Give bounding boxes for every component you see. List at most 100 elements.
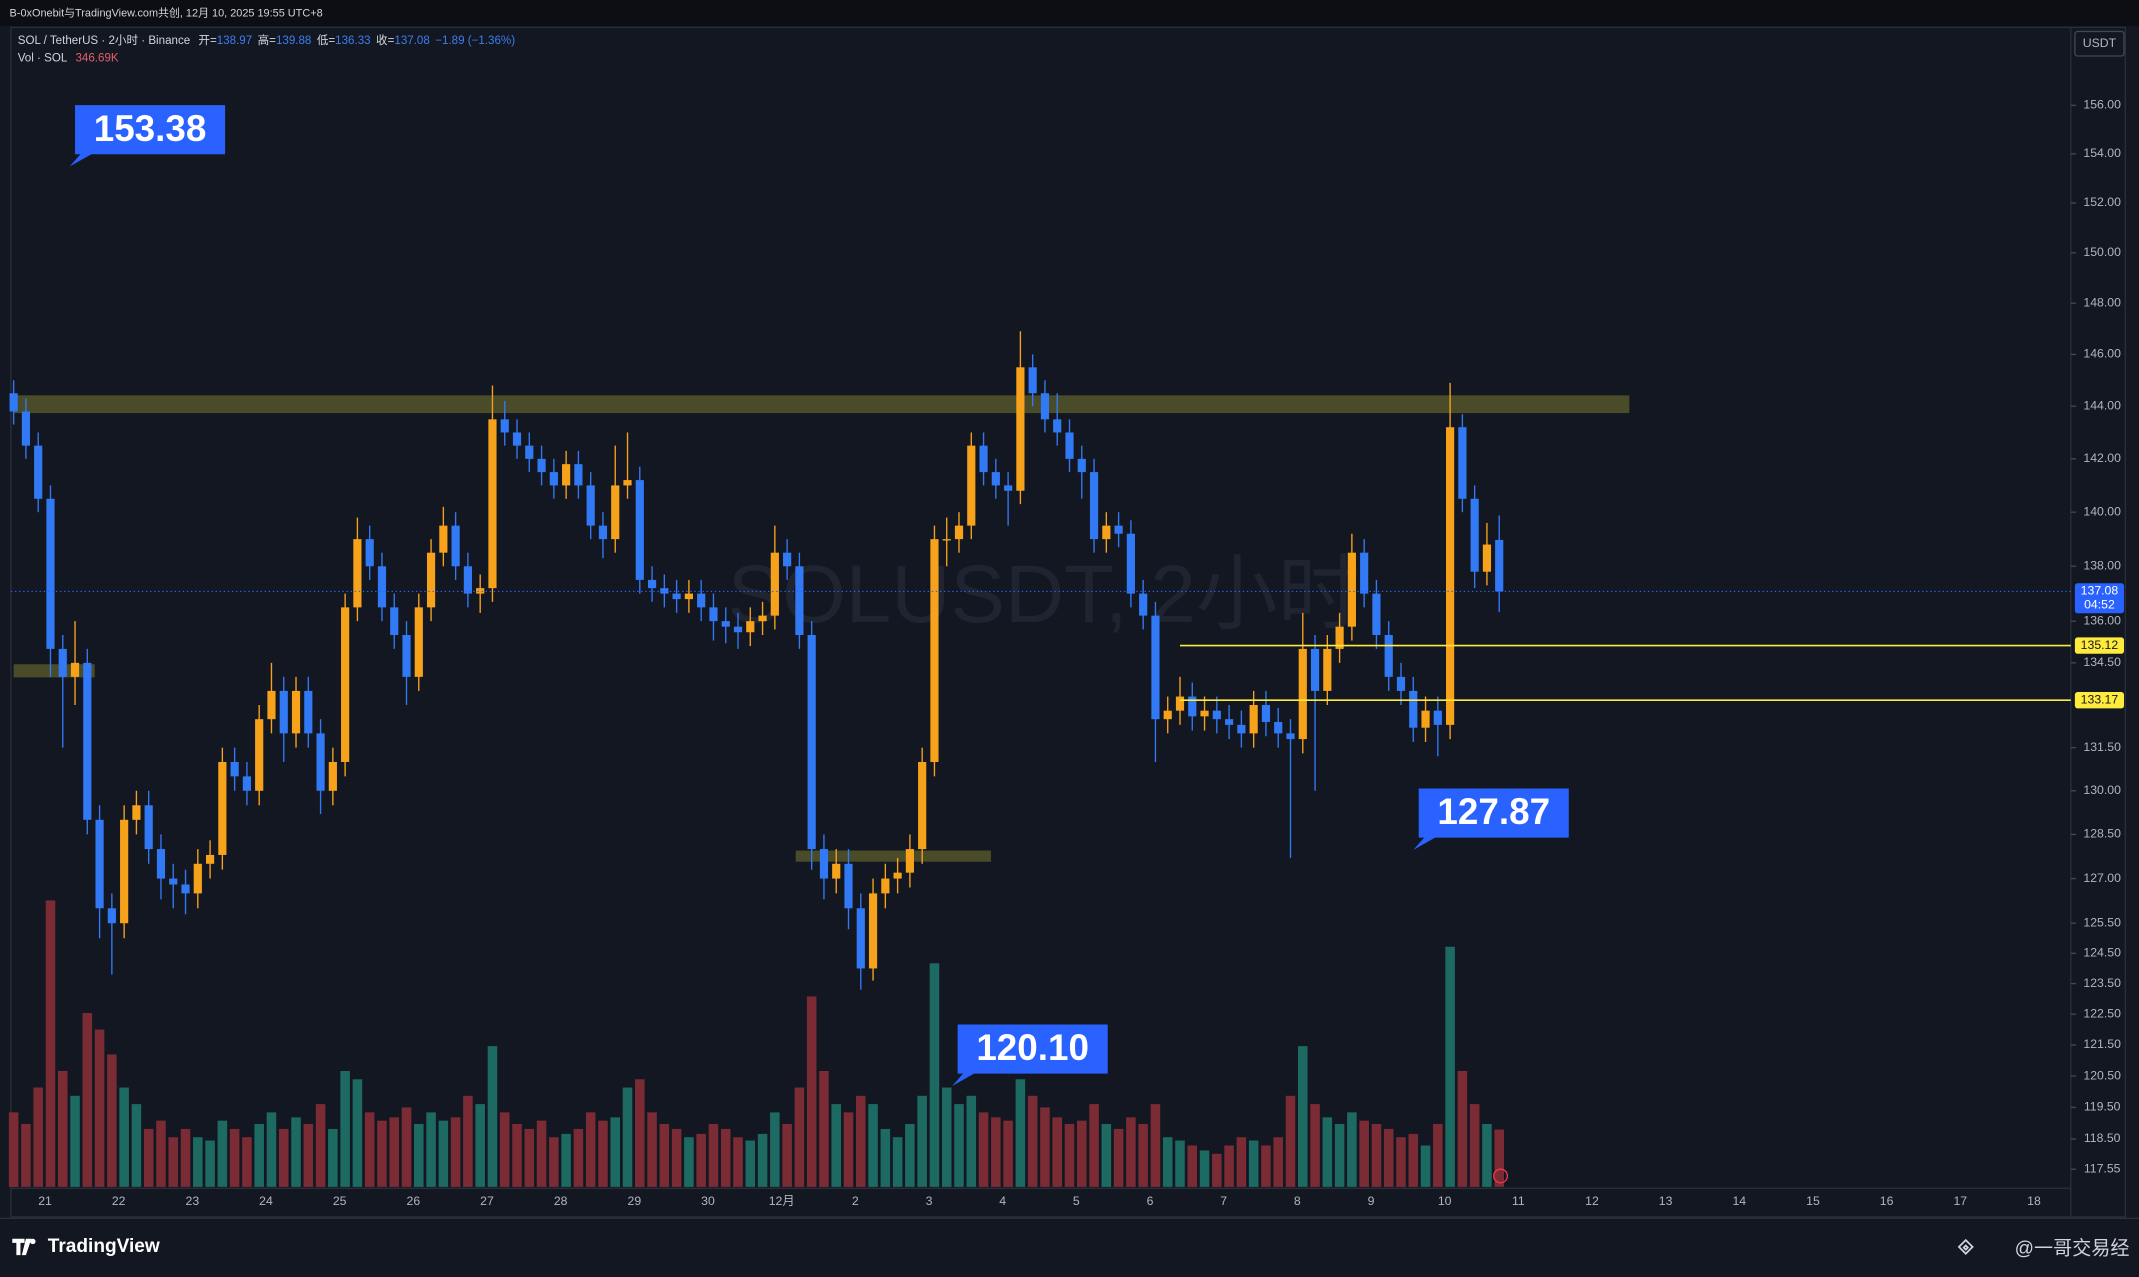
volume-bar <box>696 1133 706 1187</box>
volume-bar <box>819 1070 829 1187</box>
y-tick-label: 136.00 <box>2083 613 2121 627</box>
volume-bar <box>1310 1104 1320 1187</box>
candle-body <box>758 615 767 622</box>
candle-body <box>1188 696 1197 717</box>
candle-body <box>1114 525 1123 534</box>
volume-bar <box>905 1123 915 1187</box>
candle-body <box>856 908 865 969</box>
volume-bar <box>549 1137 559 1187</box>
candle-body <box>488 419 497 589</box>
x-tick-label: 26 <box>407 1194 421 1208</box>
volume-title: Vol · SOL <box>18 53 68 65</box>
volume-bar <box>168 1137 179 1187</box>
candle-body <box>34 445 43 499</box>
candle-body <box>1495 539 1504 592</box>
x-tick-label: 12 <box>1585 1194 1599 1208</box>
x-tick-label: 24 <box>259 1194 273 1208</box>
candle-body <box>1274 722 1283 734</box>
candle-body <box>58 648 67 677</box>
volume-bar <box>401 1107 412 1187</box>
volume-bar <box>205 1140 215 1187</box>
volume-bar <box>1089 1104 1099 1187</box>
candle-body <box>844 863 853 909</box>
chart-frame <box>10 26 2127 1218</box>
top-bar <box>0 0 2139 26</box>
volume-bar <box>21 1123 31 1187</box>
candle-body <box>1249 705 1258 734</box>
candle-body <box>120 819 129 924</box>
candle-body <box>328 761 337 791</box>
volume-bar <box>1420 1145 1431 1187</box>
volume-bar <box>610 1117 621 1187</box>
candle-body <box>930 539 939 762</box>
candle-body <box>635 480 644 580</box>
volume-bar <box>364 1112 375 1187</box>
y-tick-label: 138.00 <box>2083 559 2121 573</box>
candle-body <box>721 621 730 627</box>
volume-bar <box>499 1112 510 1187</box>
brand: TradingView <box>48 1236 160 1257</box>
candle-body <box>218 761 227 855</box>
x-tick-label: 10 <box>1438 1194 1452 1208</box>
candle-body <box>70 662 80 677</box>
candle-body <box>181 884 190 894</box>
x-tick-label: 27 <box>480 1194 494 1208</box>
x-tick-label: 11 <box>1512 1194 1525 1208</box>
volume-bar <box>1334 1123 1345 1187</box>
volume-bar <box>291 1117 301 1187</box>
candle-body <box>660 588 669 594</box>
ohlc-label: 低= <box>317 34 336 47</box>
y-tick-label: 124.50 <box>2083 946 2121 960</box>
y-tick-label: 119.50 <box>2084 1100 2121 1114</box>
x-tick-label: 18 <box>2027 1194 2041 1208</box>
candle-body <box>1360 552 1369 594</box>
candle-body <box>1040 393 1050 420</box>
candle-body <box>1163 710 1172 720</box>
zone <box>13 664 95 678</box>
volume-bar <box>622 1087 633 1187</box>
candle-body <box>783 552 792 567</box>
candle-body <box>1335 626 1344 649</box>
volume-bar <box>635 1079 645 1187</box>
candle-body <box>1347 552 1356 627</box>
volume-bar <box>70 1095 80 1187</box>
candle-body <box>733 626 743 633</box>
volume-bar <box>414 1123 424 1187</box>
candle-body <box>586 485 595 526</box>
candle-body <box>991 472 1000 486</box>
x-tick-label: 30 <box>701 1194 715 1208</box>
candle-body <box>684 593 693 600</box>
volume-bar <box>1199 1150 1210 1187</box>
volume-bar <box>1469 1104 1480 1187</box>
legend-line: SOL / TetherUS · 2小时 · Binance 开=138.97 高=… <box>18 33 516 47</box>
volume-bar <box>708 1123 719 1187</box>
volume-bar <box>720 1128 731 1187</box>
y-tick-label: 131.50 <box>2083 740 2121 754</box>
x-tick-label: 21 <box>38 1194 52 1208</box>
volume-bar <box>438 1120 449 1187</box>
candle-body <box>1409 690 1418 728</box>
callout-label: 127.87 <box>1437 791 1550 832</box>
candle-body <box>905 849 914 873</box>
candle-body <box>709 607 718 622</box>
volume-bar <box>856 1095 866 1187</box>
candle-body <box>918 761 927 850</box>
level-tag-label: 133.17 <box>2081 692 2119 706</box>
volume-bar <box>45 900 56 1187</box>
currency-box <box>2074 30 2125 57</box>
candle-body <box>267 690 276 720</box>
candle-body <box>279 690 288 734</box>
callout-label: 153.38 <box>94 108 207 149</box>
level-tag <box>2074 637 2124 654</box>
brand-logo <box>12 1238 36 1256</box>
volume-bar <box>1212 1153 1222 1187</box>
callout-box <box>952 1024 1108 1086</box>
x-tick-label: 2 <box>852 1194 859 1208</box>
candle-body <box>1286 733 1295 740</box>
volume-bar <box>733 1137 743 1187</box>
current-price-label: 137.08 <box>2081 584 2119 598</box>
alert-icon <box>1493 1168 1509 1184</box>
volume-bar <box>1101 1123 1112 1187</box>
volume-bar <box>770 1112 780 1187</box>
low-value: 136.33 <box>335 35 370 47</box>
